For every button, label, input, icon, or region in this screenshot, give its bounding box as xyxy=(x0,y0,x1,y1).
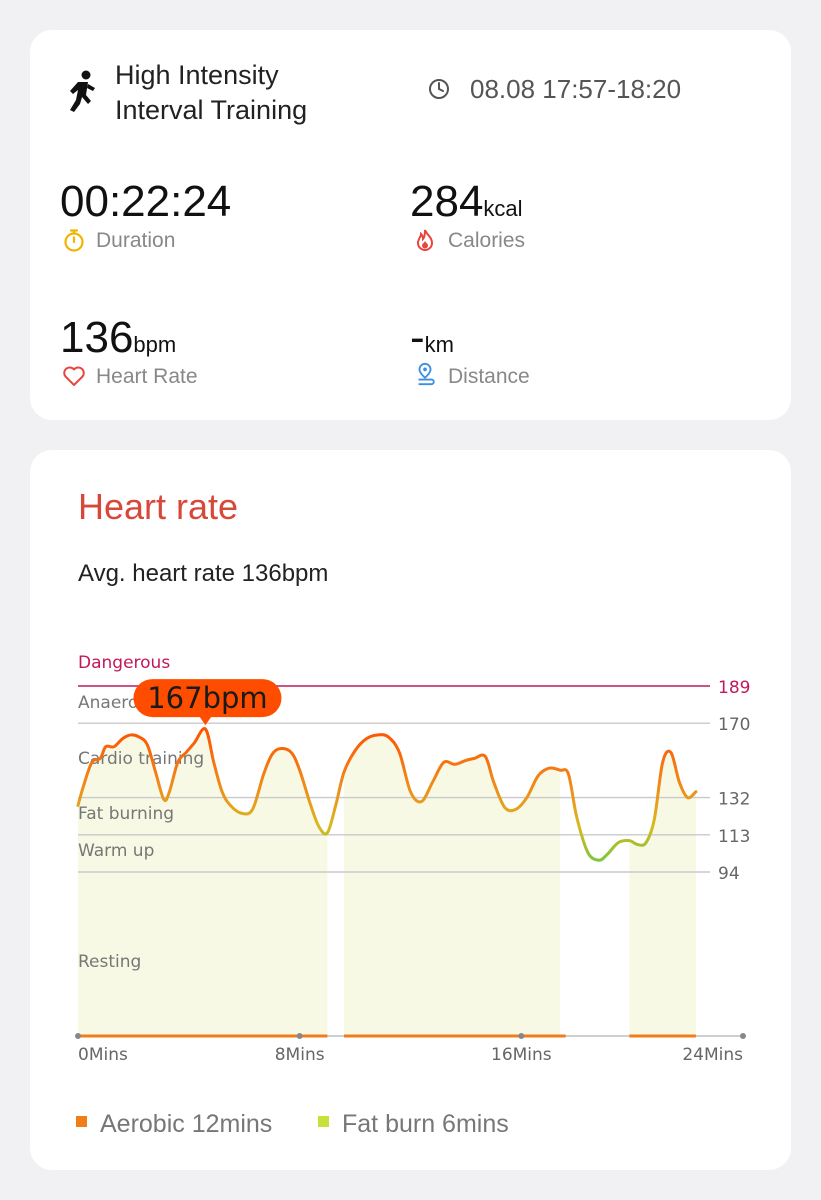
calories-metric: 284kcal xyxy=(410,178,523,226)
active-interval-area-1 xyxy=(344,734,561,1036)
calories-label: Calories xyxy=(448,229,526,252)
zone-name-label-4: Warm up xyxy=(78,841,154,861)
x-tick-dot-1 xyxy=(296,1033,303,1039)
heart-rate-unit: bpm xyxy=(133,332,177,357)
legend-aerobic-swatch xyxy=(76,1116,87,1127)
clock-icon xyxy=(429,79,449,99)
heart-rate-card: Heart rate Avg. heart rate 136bpm 189 170… xyxy=(30,450,791,1170)
heart-rate-metric: 136bpm xyxy=(60,314,176,362)
active-interval-area-0 xyxy=(78,729,328,1036)
duration-metric: 00:22:24 xyxy=(60,178,231,226)
workout-title-line2: Interval Training xyxy=(115,95,308,125)
x-tick-label-1: 8Mins xyxy=(275,1045,325,1065)
x-tick-dot-0 xyxy=(75,1033,81,1039)
workout-title-line1: High Intensity xyxy=(115,60,279,90)
heart-icon xyxy=(63,366,85,386)
x-tick-dot-2 xyxy=(518,1033,525,1039)
stopwatch-icon xyxy=(64,229,84,252)
zone-threshold-label-1: 170 xyxy=(718,715,750,735)
distance-metric: -km xyxy=(410,314,454,362)
heart-rate-label: Heart Rate xyxy=(96,365,198,388)
zone-threshold-label-3: 113 xyxy=(718,827,750,847)
peak-bubble-label: 167bpm xyxy=(147,681,267,715)
peak-bubble xyxy=(133,679,282,718)
running-person-icon xyxy=(70,70,95,112)
zone-name-label-0: Dangerous xyxy=(78,653,170,673)
duration-value: 00:22:24 xyxy=(60,177,232,226)
distance-unit: km xyxy=(424,332,454,357)
workout-summary-card: High Intensity Interval Training 08.08 1… xyxy=(30,30,791,420)
active-interval-area-2 xyxy=(629,752,696,1036)
x-tick-label-2: 16Mins xyxy=(491,1045,552,1065)
workout-time-range: 08.08 17:57-18:20 xyxy=(470,74,682,104)
legend-fat-burn-label: Fat burn 6mins xyxy=(342,1110,509,1138)
zone-name-label-2: Cardio training xyxy=(78,749,204,769)
calories-value: 284 xyxy=(410,177,484,226)
zone-name-label-3: Fat burning xyxy=(78,804,174,824)
x-tick-label-3: 24Mins xyxy=(682,1045,743,1065)
distance-label: Distance xyxy=(448,365,530,388)
heart-rate-line xyxy=(76,727,698,862)
legend-fat-burn-swatch xyxy=(318,1116,329,1127)
x-tick-dot-3 xyxy=(740,1033,746,1039)
duration-label: Duration xyxy=(96,229,176,252)
workout-title: High Intensity Interval Training xyxy=(115,58,375,128)
average-heart-rate: Avg. heart rate 136bpm xyxy=(78,560,329,587)
legend-aerobic: Aerobic 12mins xyxy=(76,1110,272,1139)
x-tick-label-0: 0Mins xyxy=(78,1045,128,1065)
legend-fat-burn: Fat burn 6mins xyxy=(318,1110,509,1139)
zone-threshold-label-2: 132 xyxy=(718,790,750,810)
location-pin-icon xyxy=(418,362,435,386)
heart-rate-section-title: Heart rate xyxy=(78,486,239,527)
calories-unit: kcal xyxy=(483,196,523,221)
zone-threshold-label-4: 94 xyxy=(718,864,740,884)
flame-icon xyxy=(416,229,434,251)
heart-rate-value: 136 xyxy=(60,313,134,362)
peak-bubble-pointer xyxy=(198,715,213,726)
zone-threshold-label-0: 189 xyxy=(718,678,750,698)
distance-value: - xyxy=(410,313,425,362)
zone-name-label-5: Resting xyxy=(78,952,141,972)
legend-aerobic-label: Aerobic 12mins xyxy=(100,1110,273,1138)
